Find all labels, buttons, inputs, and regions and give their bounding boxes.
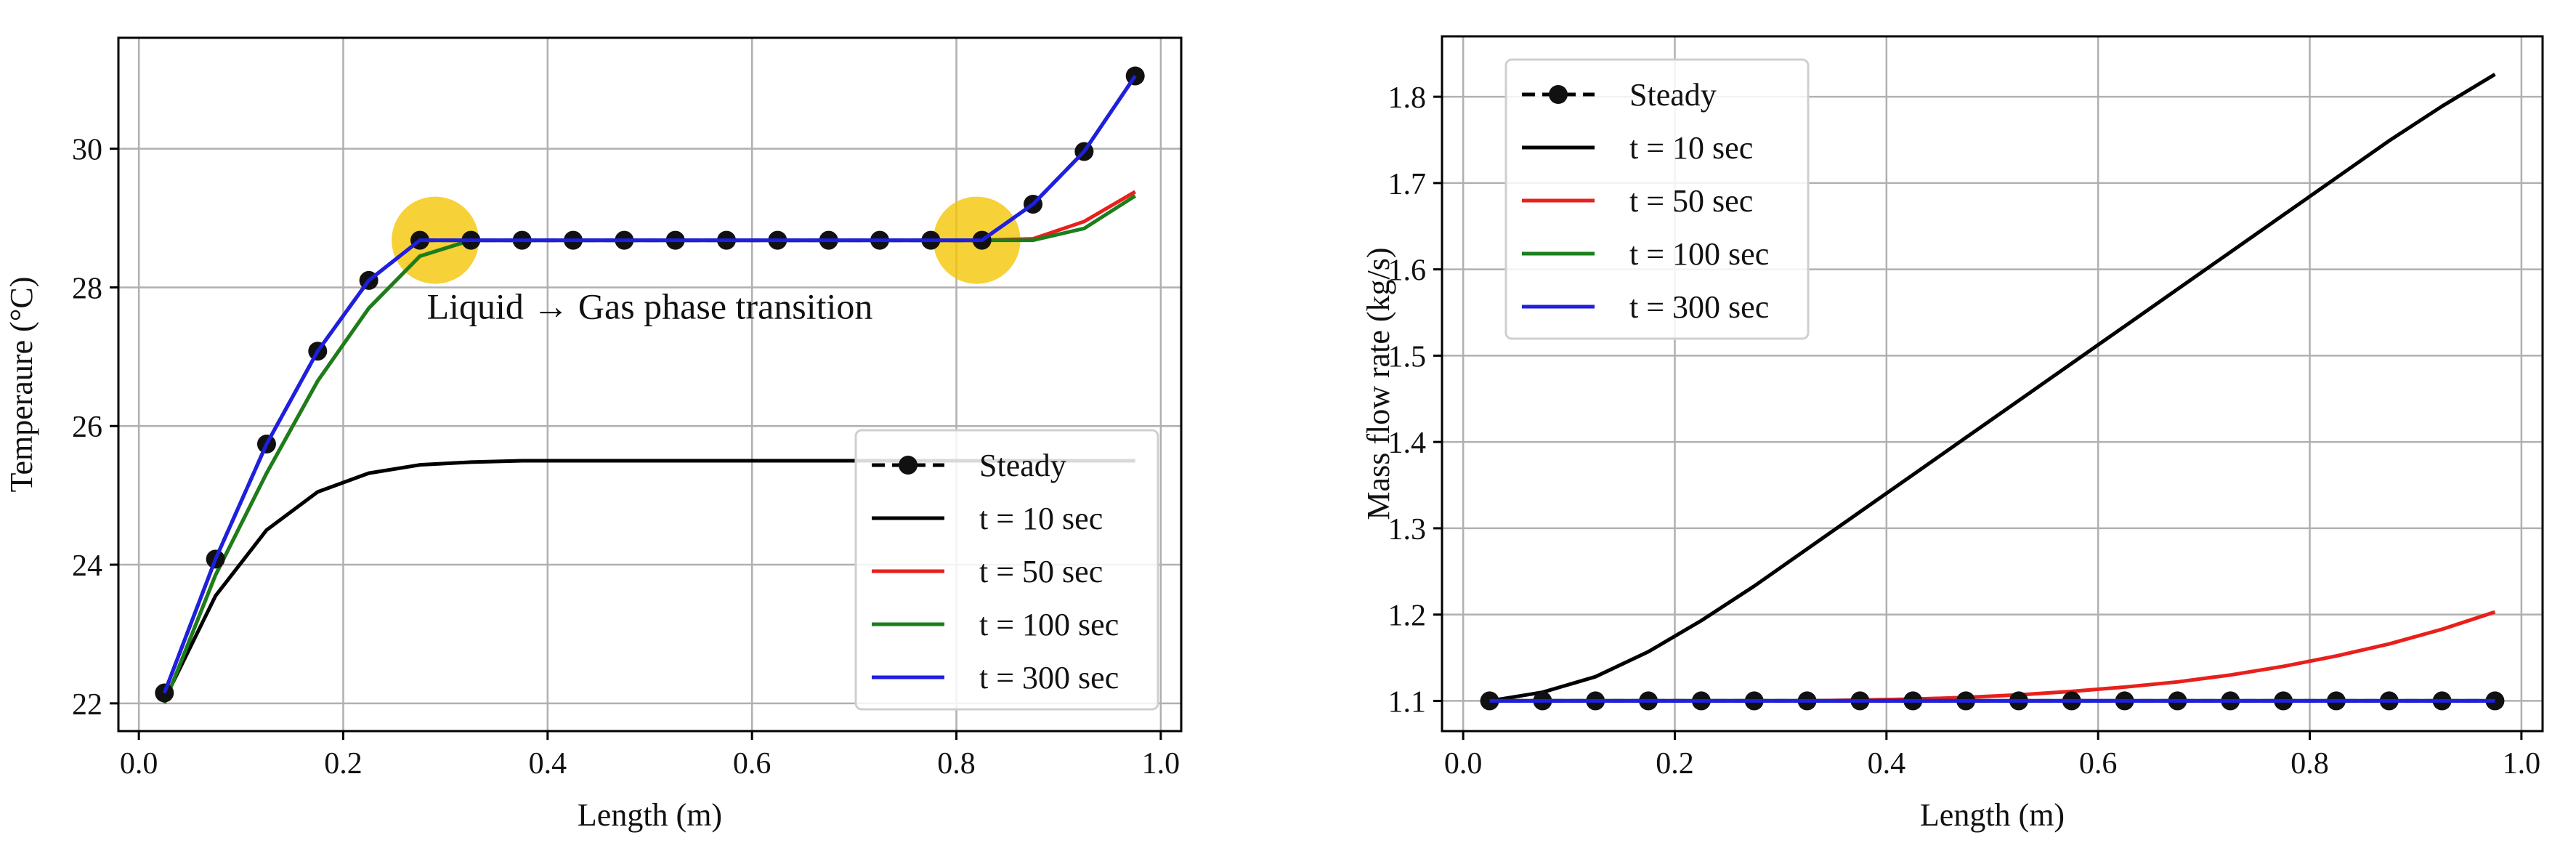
y-tick-label: 1.8 [1388, 81, 1427, 115]
y-tick-label: 1.1 [1388, 685, 1427, 719]
annotation-text: Liquid → Gas phase transition [427, 286, 873, 326]
y-tick-label: 1.2 [1388, 600, 1427, 633]
x-axis-label: Length (m) [1920, 797, 2065, 833]
legend-label: t = 10 sec [1629, 130, 1753, 166]
y-axis-label: Temperaure (°C) [4, 277, 39, 493]
x-tick-label: 0.8 [2291, 747, 2329, 781]
legend: Steady t = 10 sec t = 50 sec t = 100 sec t =… [1504, 58, 1810, 340]
y-tick-label: 1.5 [1388, 340, 1427, 374]
y-tick-label: 22 [72, 688, 102, 722]
x-tick-label: 0.2 [1656, 747, 1694, 781]
x-tick-label: 1.0 [2503, 747, 2541, 781]
series-line-1 [1489, 73, 2496, 703]
legend-label: t = 50 sec [1629, 183, 1753, 219]
legend-label: t = 10 sec [979, 501, 1103, 536]
y-tick-label: 1.6 [1388, 254, 1427, 288]
y-tick-label: 1.7 [1388, 168, 1427, 201]
y-tick-label: 28 [72, 272, 102, 305]
chart-2: 0.0 0.2 0.4 0.6 0.8 1.0 1.1 1.2 1.3 1.4 1.5 1.6 1.7 1… [1361, 35, 2544, 833]
legend-box [854, 429, 1159, 711]
y-axis-label: Mass flow rate (kg/s) [1361, 247, 1396, 520]
legend-marker [1549, 85, 1568, 104]
x-tick-label: 0.0 [1444, 747, 1483, 781]
x-tick-label: 0.4 [529, 747, 567, 781]
y-tick-label: 26 [72, 411, 102, 444]
legend: Steady t = 10 sec t = 50 sec t = 100 sec t =… [854, 429, 1159, 711]
plot-frame [1441, 35, 2544, 733]
legend-label: Steady [1629, 77, 1717, 113]
x-tick-label: 0.2 [324, 747, 362, 781]
legend-label: t = 300 sec [979, 660, 1119, 695]
chart-1: Liquid → Gas phase transition 0.0 0.2 0.4 0.… [4, 36, 1183, 833]
x-tick-label: 1.0 [1142, 747, 1180, 781]
x-tick-label: 0.8 [937, 747, 976, 781]
y-tick-label: 1.4 [1388, 427, 1427, 460]
legend-label: t = 50 sec [979, 554, 1103, 589]
x-tick-label: 0.6 [2079, 747, 2118, 781]
legend-label: t = 300 sec [1629, 289, 1769, 325]
x-tick-label: 0.6 [733, 747, 771, 781]
y-tick-label: 1.3 [1388, 513, 1427, 547]
x-tick-label: 0.0 [120, 747, 158, 781]
x-tick-label: 0.4 [1868, 747, 1906, 781]
legend-label: t = 100 sec [1629, 236, 1769, 272]
plot-frame [117, 36, 1183, 733]
legend-label: Steady [979, 448, 1066, 483]
x-axis-label: Length (m) [578, 797, 722, 833]
y-tick-label: 24 [72, 549, 102, 583]
legend-box [1504, 58, 1810, 340]
series-line-top [162, 75, 1137, 694]
legend-marker [899, 456, 918, 475]
legend-label: t = 100 sec [979, 607, 1119, 642]
y-tick-label: 30 [72, 134, 102, 167]
